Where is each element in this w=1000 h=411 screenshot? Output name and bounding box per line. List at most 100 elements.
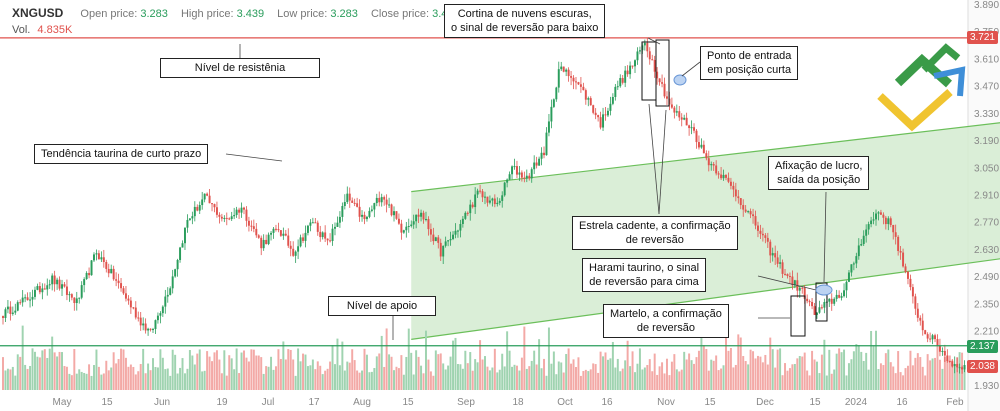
volume-bar [85, 373, 88, 390]
close-label: Close price: [370, 8, 430, 20]
candle-body [405, 226, 408, 231]
volume-bar [390, 356, 393, 390]
candle-body [75, 298, 78, 304]
candle-body [117, 280, 120, 284]
volume-bar [6, 368, 9, 390]
volume-bar [43, 349, 46, 390]
volume-bar [818, 373, 821, 390]
candle-body [924, 330, 927, 335]
candle-body [277, 229, 280, 231]
candle-body [415, 214, 418, 222]
candle-body [953, 363, 956, 367]
candle-body [171, 276, 174, 289]
volume-bar [680, 369, 683, 390]
candle-body [594, 112, 597, 116]
volume-bar [53, 352, 56, 390]
volume-bar [363, 348, 366, 390]
candle-body [788, 275, 791, 277]
x-tick-label: 16 [601, 397, 613, 408]
volume-bar [737, 334, 740, 390]
candle-body [624, 70, 627, 83]
volume-bar [311, 359, 314, 390]
volume-bar [142, 348, 145, 390]
y-tick-label: 2.630 [974, 245, 999, 256]
candle-body [520, 172, 523, 178]
volume-bar [407, 328, 410, 390]
candle-body [747, 211, 750, 213]
candle-body [852, 263, 855, 265]
volume-bar [206, 351, 209, 390]
candle-body [137, 317, 140, 319]
volume-bar [228, 355, 231, 390]
candle-body [9, 306, 12, 314]
candle-body [432, 234, 435, 242]
volume-bar [609, 358, 612, 390]
volume-bar [156, 367, 159, 390]
candle-body [656, 71, 659, 79]
y-tick-label: 3.330 [974, 109, 999, 120]
volume-bar [78, 369, 81, 390]
volume-bar [700, 338, 703, 390]
volume-bar [479, 340, 482, 390]
volume-bar [302, 353, 305, 390]
volume-bar [459, 364, 462, 390]
volume-bar [616, 358, 619, 390]
take-profit-annotation: Afixação de lucro, saída da posição [768, 156, 870, 190]
candle-body [196, 206, 199, 211]
candle-body [638, 50, 641, 52]
volume-bar [255, 355, 258, 390]
volume-bar [734, 364, 737, 390]
candle-body [186, 219, 189, 228]
y-tick-label: 2.770 [974, 218, 999, 229]
logo-green-stroke-2 [921, 43, 961, 73]
volume-bar [105, 360, 108, 390]
candle-body [100, 257, 103, 260]
candle-body [370, 209, 373, 211]
candle-body [279, 230, 282, 236]
candle-body [855, 256, 858, 264]
volume-bar [688, 353, 691, 390]
candle-body [882, 214, 885, 218]
volume-bar [171, 349, 174, 390]
candle-body [577, 82, 580, 85]
volume-bar [491, 367, 494, 390]
candle-body [429, 229, 432, 235]
candle-body [56, 279, 59, 285]
volume-bar [223, 350, 226, 390]
dark-cloud-line-1: Cortina de nuvens escuras, [457, 8, 592, 20]
candle-body [589, 98, 592, 106]
dark-cloud-pointer [647, 37, 661, 45]
candle-body [466, 212, 469, 214]
volume-bar [670, 361, 673, 390]
candle-body [267, 234, 270, 245]
volume-bar [434, 350, 437, 390]
candle-body [243, 207, 245, 210]
volume-bar [442, 363, 445, 390]
volume-bar [70, 375, 73, 390]
volume-bar [188, 350, 191, 390]
volume-bar [589, 369, 592, 390]
volume-bar [388, 354, 391, 390]
volume-bar [545, 375, 548, 390]
volume-bar [816, 361, 818, 390]
candle-body [614, 86, 617, 97]
volume-bar [174, 354, 177, 390]
candle-body [498, 200, 501, 203]
candle-body [646, 42, 649, 52]
volume-bar [840, 352, 843, 390]
volume-bar [653, 353, 656, 390]
candle-body [316, 222, 319, 232]
volume-bar [73, 349, 76, 390]
volume-bar [825, 375, 828, 390]
volume-bar [904, 368, 907, 390]
volume-bar [21, 325, 24, 390]
candle-body [752, 214, 755, 217]
volume-bar [857, 345, 860, 390]
volume-bar [149, 370, 152, 390]
candle-body [144, 323, 147, 331]
symbol-label: XNGUSD [12, 6, 64, 20]
x-tick-label: Oct [557, 397, 573, 408]
volume-bar [646, 365, 649, 390]
candle-body [847, 272, 850, 282]
